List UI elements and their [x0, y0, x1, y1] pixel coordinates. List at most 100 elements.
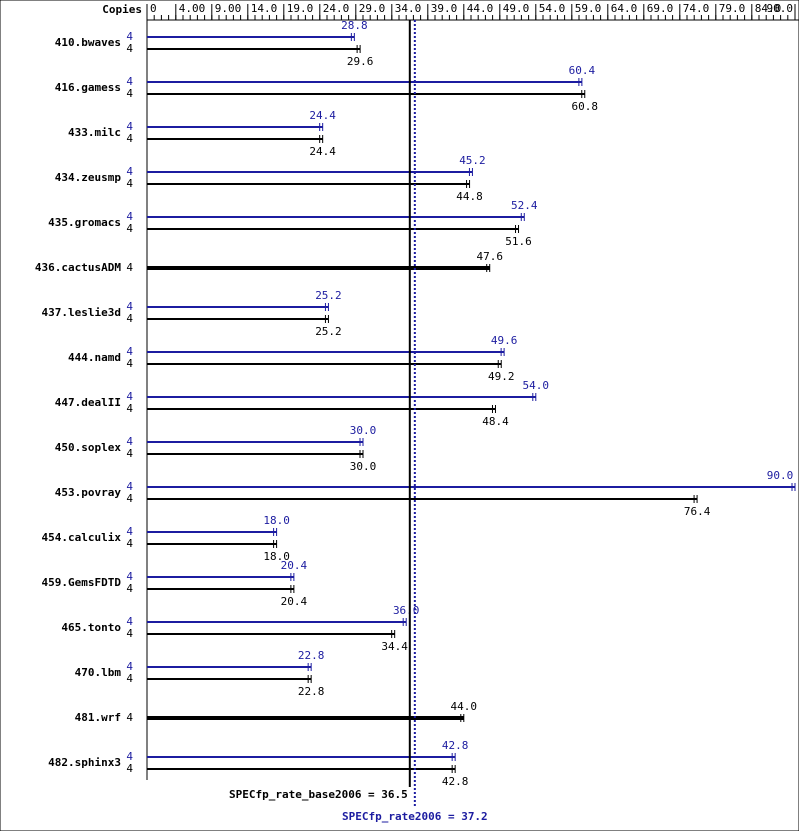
value-label: 49.6: [491, 334, 518, 347]
value-label: 44.0: [451, 700, 478, 713]
x-tick-label: 19.0: [287, 2, 314, 15]
value-label: 47.6: [476, 250, 503, 263]
category-label: 470.lbm: [75, 666, 122, 679]
x-tick-label: 0: [150, 2, 157, 15]
category-label: 436.cactusADM: [35, 261, 121, 274]
category-label: 416.gamess: [55, 81, 121, 94]
value-label: 24.4: [309, 145, 336, 158]
value-label: 22.8: [298, 649, 325, 662]
value-label: 29.6: [347, 55, 374, 68]
category-label: 453.povray: [55, 486, 122, 499]
copies-label: 4: [126, 447, 133, 460]
copies-label: 4: [126, 615, 133, 628]
copies-label: 4: [126, 165, 133, 178]
category-label: 434.zeusmp: [55, 171, 122, 184]
x-tick-label: 4.00: [179, 2, 206, 15]
copies-label: 4: [126, 87, 133, 100]
category-label: 447.dealII: [55, 396, 121, 409]
copies-label: 4: [126, 582, 133, 595]
copies-label: 4: [126, 312, 133, 325]
value-label: 54.0: [523, 379, 550, 392]
x-tick-label: 90.0: [767, 2, 794, 15]
value-label: 42.8: [442, 775, 469, 788]
category-label: 459.GemsFDTD: [42, 576, 122, 589]
copies-label: 4: [126, 261, 133, 274]
value-label: 76.4: [684, 505, 711, 518]
x-tick-label: 69.0: [647, 2, 674, 15]
value-label: 20.4: [281, 559, 308, 572]
value-label: 52.4: [511, 199, 538, 212]
copies-label: 4: [126, 390, 133, 403]
x-tick-label: 59.0: [575, 2, 602, 15]
copies-label: 4: [126, 177, 133, 190]
copies-label: 4: [126, 120, 133, 133]
value-label: 36.0: [393, 604, 420, 617]
value-label: 90.0: [767, 469, 794, 482]
reference-label: SPECfp_rate2006 = 37.2: [342, 810, 488, 823]
copies-label: 4: [126, 762, 133, 775]
copies-label: 4: [126, 750, 133, 763]
x-tick-label: 44.0: [467, 2, 494, 15]
value-label: 20.4: [281, 595, 308, 608]
category-label: 482.sphinx3: [48, 756, 121, 769]
value-label: 48.4: [482, 415, 509, 428]
copies-label: 4: [126, 345, 133, 358]
x-tick-label: 79.0: [719, 2, 746, 15]
value-label: 34.4: [381, 640, 408, 653]
x-tick-label: 24.0: [323, 2, 350, 15]
value-label: 45.2: [459, 154, 486, 167]
copies-label: 4: [126, 210, 133, 223]
copies-label: 4: [126, 480, 133, 493]
category-label: 450.soplex: [55, 441, 122, 454]
copies-label: 4: [126, 42, 133, 55]
value-label: 44.8: [456, 190, 483, 203]
value-label: 51.6: [505, 235, 532, 248]
value-label: 25.2: [315, 289, 342, 302]
copies-label: 4: [126, 627, 133, 640]
value-label: 30.0: [350, 460, 377, 473]
value-label: 49.2: [488, 370, 515, 383]
value-label: 22.8: [298, 685, 325, 698]
copies-label: 4: [126, 537, 133, 550]
category-label: 437.leslie3d: [42, 306, 121, 319]
copies-label: 4: [126, 222, 133, 235]
x-tick-label: 49.0: [503, 2, 530, 15]
value-label: 18.0: [263, 550, 290, 563]
value-label: 25.2: [315, 325, 342, 338]
copies-label: 4: [126, 492, 133, 505]
x-tick-label: 29.0: [359, 2, 386, 15]
x-tick-label: 74.0: [683, 2, 710, 15]
reference-label: SPECfp_rate_base2006 = 36.5: [229, 788, 408, 801]
copies-label: 4: [126, 357, 133, 370]
copies-label: 4: [126, 300, 133, 313]
copies-label: 4: [126, 75, 133, 88]
copies-label: 4: [126, 672, 133, 685]
value-label: 30.0: [350, 424, 377, 437]
x-tick-label: 14.0: [251, 2, 277, 15]
value-label: 28.8: [341, 19, 368, 32]
value-label: 60.4: [569, 64, 596, 77]
x-tick-label: 9.00: [215, 2, 242, 15]
category-label: 454.calculix: [42, 531, 122, 544]
copies-label: 4: [126, 525, 133, 538]
copies-label: 4: [126, 402, 133, 415]
x-tick-label: 39.0: [431, 2, 458, 15]
value-label: 60.8: [572, 100, 599, 113]
value-label: 42.8: [442, 739, 469, 752]
category-label: 444.namd: [68, 351, 121, 364]
copies-label: 4: [126, 132, 133, 145]
copies-label: 4: [126, 30, 133, 43]
axis-label: Copies: [102, 3, 142, 16]
copies-label: 4: [126, 570, 133, 583]
category-label: 435.gromacs: [48, 216, 121, 229]
category-label: 433.milc: [68, 126, 121, 139]
copies-label: 4: [126, 711, 133, 724]
x-tick-label: 34.0: [395, 2, 422, 15]
x-tick-label: 84.0: [755, 2, 782, 15]
value-label: 18.0: [263, 514, 290, 527]
value-label: 24.4: [309, 109, 336, 122]
x-tick-label: 64.0: [611, 2, 638, 15]
category-label: 410.bwaves: [55, 36, 121, 49]
